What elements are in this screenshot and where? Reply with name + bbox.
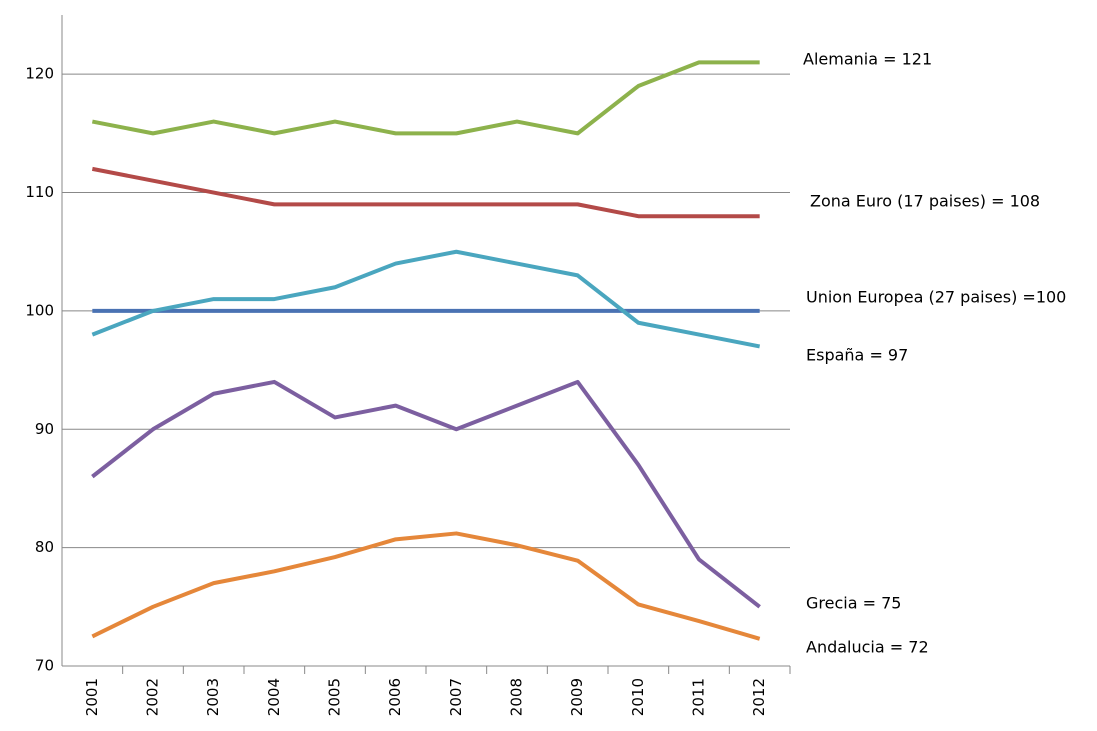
series-label: Alemania = 121: [803, 50, 932, 69]
series-label: Grecia = 75: [806, 594, 901, 613]
y-tick-label: 110: [25, 183, 54, 201]
series-label: Andalucia = 72: [806, 638, 929, 657]
x-tick-label: 2009: [568, 678, 586, 716]
y-tick-label: 100: [25, 301, 54, 319]
x-tick-label: 2002: [144, 678, 162, 716]
series-label: Zona Euro (17 paises) = 108: [810, 192, 1040, 211]
x-tick-label: 2010: [629, 678, 647, 716]
x-tick-label: 2008: [508, 678, 526, 716]
x-tick-label: 2007: [447, 678, 465, 716]
series-label: España = 97: [806, 346, 908, 365]
series-line: [91, 166, 760, 219]
series-line: [91, 531, 761, 641]
series-line: [91, 379, 761, 609]
y-tick-label: 90: [35, 420, 54, 438]
x-tick-label: 2011: [690, 678, 708, 716]
x-tick-label: 2004: [265, 678, 283, 716]
x-tick-label: 2005: [326, 678, 344, 716]
x-tick-label: 2001: [83, 678, 101, 716]
series-line: [91, 249, 761, 349]
x-tick-label: 2003: [204, 678, 222, 716]
series-line: [91, 60, 760, 136]
x-tick-label: 2006: [386, 678, 404, 716]
x-tick-label: 2012: [750, 678, 768, 716]
y-tick-label: 70: [35, 657, 54, 675]
series-label: Union Europea (27 paises) =100: [806, 288, 1066, 307]
y-tick-label: 80: [35, 538, 54, 556]
y-tick-label: 120: [25, 65, 54, 83]
